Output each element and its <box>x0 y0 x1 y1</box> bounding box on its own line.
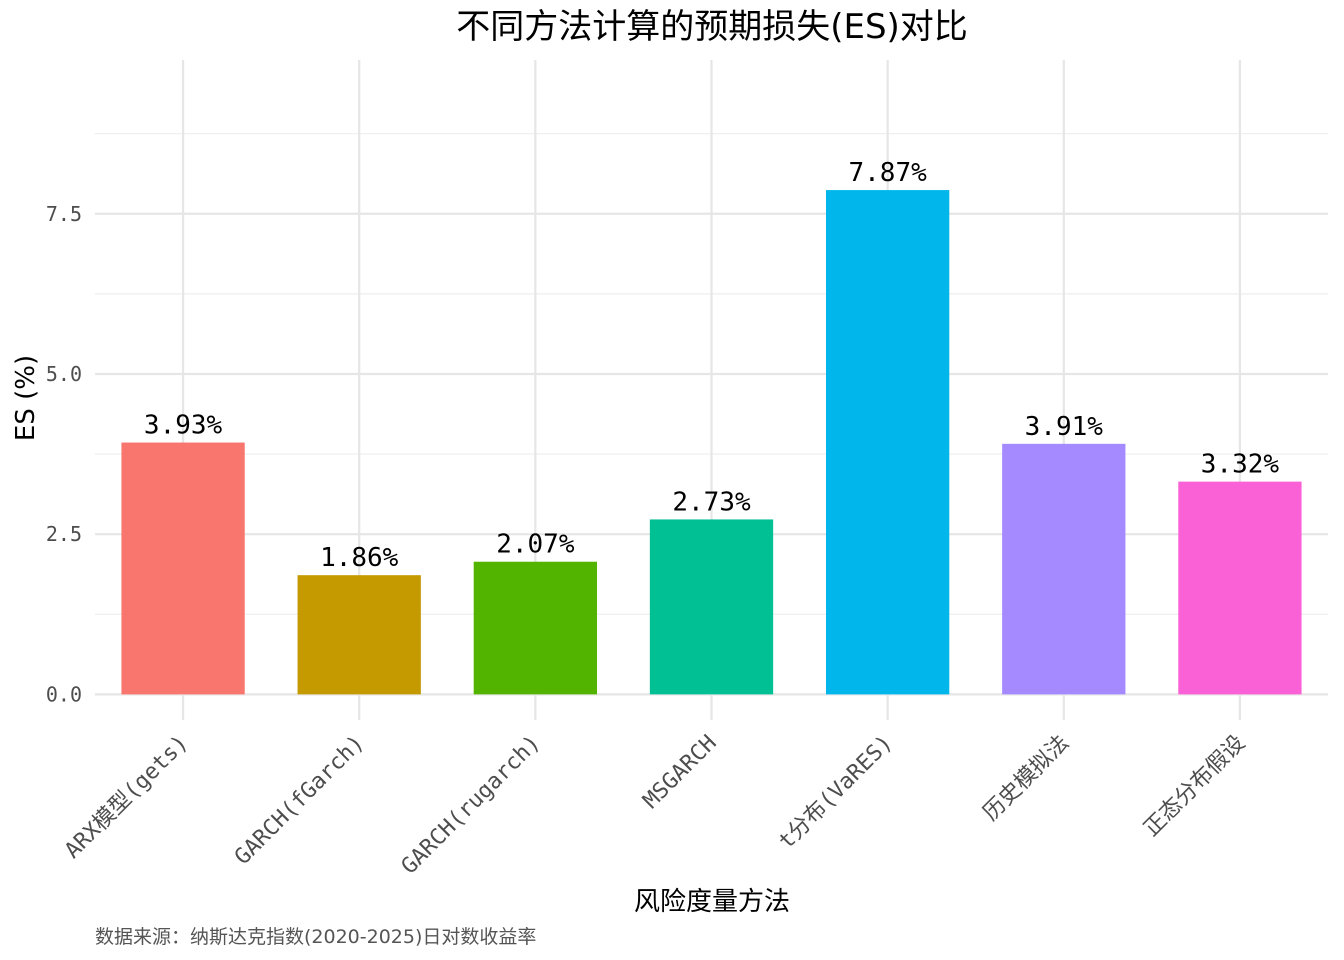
x-tick-label: GARCH(rugarch) <box>397 731 546 880</box>
data-labels: 3.93% 1.86% 2.07% 2.73% 7.87% 3.91% 3.32% <box>144 158 1279 573</box>
x-tick-label: MSGARCH <box>639 731 722 814</box>
chart-caption: 数据来源：纳斯达克指数(2020-2025)日对数收益率 <box>95 926 536 948</box>
x-tick-label: t分布(VaRES) <box>774 731 898 855</box>
bars <box>121 190 1302 695</box>
y-axis-ticks: 0.0 2.5 5.0 7.5 <box>46 202 82 707</box>
bar <box>1002 443 1126 695</box>
bar <box>825 190 950 695</box>
x-tick-label: GARCH(fGarch) <box>230 731 369 870</box>
data-label: 3.32% <box>1201 450 1280 480</box>
data-label: 3.91% <box>1025 412 1104 442</box>
y-tick-label: 7.5 <box>46 202 82 226</box>
y-tick-label: 2.5 <box>46 522 82 546</box>
data-label: 2.07% <box>496 530 575 560</box>
x-axis-ticks: ARX模型(gets) GARCH(fGarch) GARCH(rugarch) MS… <box>60 731 1250 880</box>
x-axis-title: 风险度量方法 <box>634 887 790 917</box>
bar <box>297 575 421 695</box>
data-label: 7.87% <box>849 158 928 188</box>
bar <box>473 561 598 695</box>
x-tick-label: ARX模型(gets) <box>60 731 193 864</box>
chart-title: 不同方法计算的预期损失(ES)对比 <box>456 7 968 47</box>
bar <box>1178 481 1302 695</box>
data-label: 3.93% <box>144 411 223 441</box>
data-label: 1.86% <box>320 543 399 573</box>
y-axis-title: ES (%) <box>11 355 41 441</box>
y-tick-label: 5.0 <box>46 362 82 386</box>
bar <box>649 519 774 695</box>
data-label: 2.73% <box>672 487 751 517</box>
x-tick-label: 正态分布假设 <box>1139 731 1250 842</box>
x-tick-label: 历史模拟法 <box>979 731 1074 826</box>
y-tick-label: 0.0 <box>46 682 82 706</box>
bar <box>121 442 245 695</box>
